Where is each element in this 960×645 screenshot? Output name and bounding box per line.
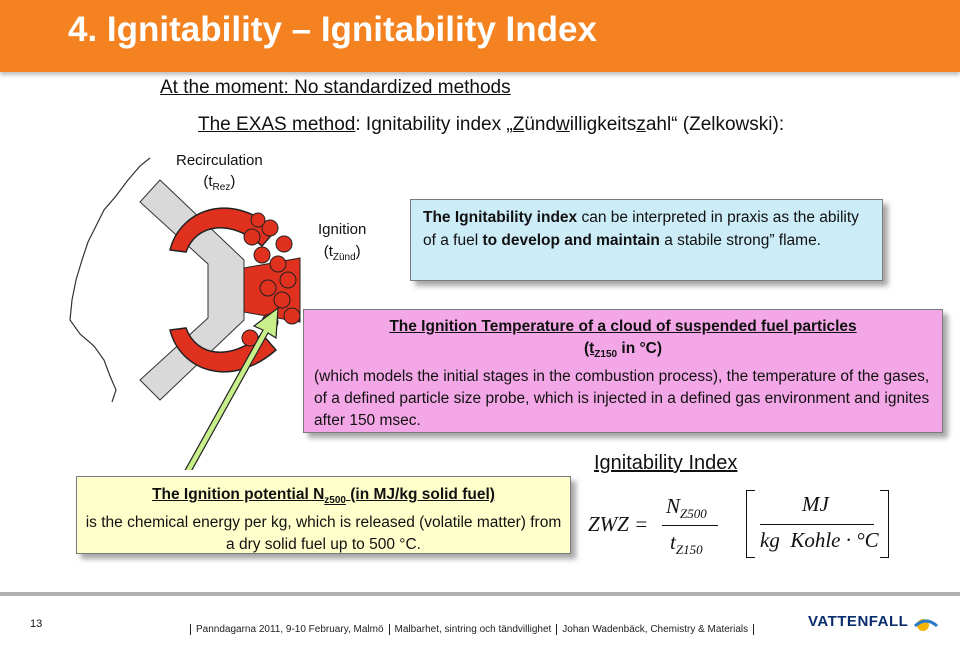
ignition-symbol: (tZünd) (318, 241, 366, 269)
yellow-body: is the chemical energy per kg, which is … (85, 514, 562, 554)
blue-t3: to develop and maintain (482, 232, 660, 249)
pink-unit-rest: in °C) (617, 340, 663, 357)
formula-unit-line (760, 524, 874, 525)
formula-denominator: tZ150 (670, 530, 703, 558)
recirculation-arrow-upper (169, 207, 278, 253)
ignition-potential-box: The Ignition potential Nz500 (in MJ/kg s… (76, 476, 571, 554)
recirc-close: ) (230, 173, 236, 190)
footer-text: Panndagarna 2011, 9-10 February, Malmö Ma… (185, 624, 759, 635)
formula-num-sub: Z500 (680, 506, 707, 522)
pink-body: (which models the initial stages in the … (314, 368, 930, 430)
recirculation-label: Recirculation (tRez) (176, 150, 263, 198)
burner-diagram (69, 157, 301, 470)
formula-num: N (666, 494, 681, 518)
bracket-left (746, 490, 755, 558)
formula-lhs: ZWZ = (588, 512, 649, 536)
formula-fraction-line (662, 525, 718, 526)
footer-item-author: Johan Wadenbäck, Chemistry & Materials (562, 624, 749, 635)
ignition-pointer-arrow (184, 306, 279, 470)
bracket-right (880, 490, 889, 558)
formula-unit-den: kg Kohle · °C (760, 528, 879, 552)
exas-z2: z (636, 114, 646, 135)
logo-sun-icon (913, 619, 938, 631)
blue-t4: a stabile strong” flame. (659, 232, 821, 249)
exas-line: The EXAS method: Ignitability index „Zün… (198, 114, 784, 136)
exas-mid1: ünd (524, 114, 557, 135)
pink-heading: The Ignition Temperature of a cloud of s… (389, 318, 857, 335)
ignition-text: Ignition (318, 221, 367, 238)
exas-z1: Z (512, 114, 525, 135)
intro-line: At the moment: No standardized methods (160, 77, 511, 98)
page-title: 4. Ignitability – Ignitability Index (68, 10, 597, 49)
recirc-t: (t (203, 173, 213, 190)
formula-den-sub: Z150 (675, 542, 703, 558)
exas-w: w (556, 114, 570, 135)
blue-t1: The Ignitability index (423, 209, 578, 226)
exas-end: ahl“ (Zelkowski): (645, 114, 785, 135)
blue-t2: can be interpreted in praxis as the abil… (423, 209, 859, 249)
title-bar: 4. Ignitability – Ignitability Index (0, 0, 960, 72)
ignition-label: Ignition (tZünd) (318, 219, 366, 269)
yellow-head-sub: z500 (324, 495, 346, 507)
logo-text: VATTENFALL (808, 612, 908, 630)
pink-unit-open: (t (583, 340, 595, 357)
formula-numerator: NZ500 (666, 494, 707, 522)
yellow-head2: (in MJ/kg solid fuel) (345, 486, 495, 503)
ignitability-index-title: Ignitability Index (594, 452, 738, 474)
zwz-formula: ZWZ = NZ500 tZ150 MJ kg Kohle · °C (588, 488, 958, 568)
ign-t: (t (323, 243, 333, 260)
recirculation-text: Recirculation (176, 152, 263, 169)
recirculation-symbol: (tRez) (176, 171, 263, 198)
recirc-sub: Rez (212, 182, 231, 193)
ign-sub: Zünd (332, 252, 356, 263)
ignitability-index-note: The Ignitability index can be interprete… (410, 199, 883, 281)
pink-unit-sub: Z150 (594, 349, 618, 361)
exas-method: The EXAS method (198, 114, 356, 135)
exas-text: : Ignitability index „ (355, 114, 513, 135)
page-number: 13 (30, 618, 43, 630)
footer-item-topic: Malbarhet, sintring och tändvillighet (394, 624, 552, 635)
formula-unit-num: MJ (802, 492, 829, 516)
exas-mid2: illigkeits (569, 114, 637, 135)
footer-rule (0, 592, 960, 596)
pink-unit: (tZ150 in °C) (314, 338, 932, 366)
wall-outline (69, 157, 151, 403)
footer-item-event: Panndagarna 2011, 9-10 February, Malmö (196, 624, 384, 635)
ignition-temperature-box: The Ignition Temperature of a cloud of s… (303, 309, 943, 433)
yellow-heading: The Ignition potential Nz500 (in MJ/kg s… (85, 484, 562, 512)
formula-den: t (670, 530, 676, 554)
vattenfall-logo: VATTENFALL (808, 612, 939, 632)
yellow-head1: The Ignition potential N (152, 486, 325, 503)
ign-close: ) (355, 243, 361, 260)
